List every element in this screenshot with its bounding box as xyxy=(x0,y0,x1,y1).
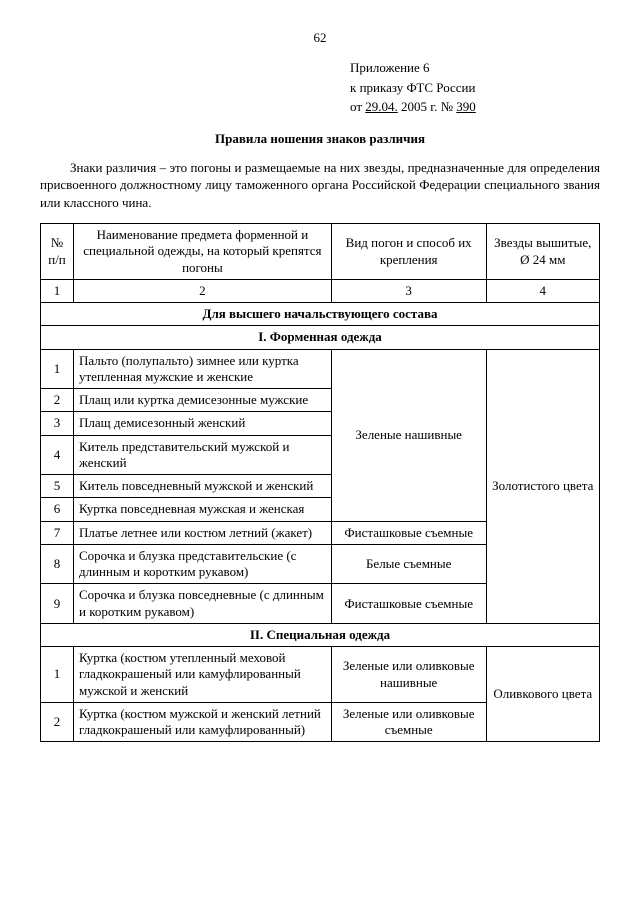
row-num: 8 xyxy=(41,544,74,584)
colnum-2: 2 xyxy=(74,279,332,302)
merge-type-green: Зеленые нашивные xyxy=(331,349,486,521)
row-num: 2 xyxy=(41,389,74,412)
section-2-label: II. Специальная одежда xyxy=(41,623,600,646)
table-row: 1 Куртка (костюм утепленный меховой глад… xyxy=(41,647,600,703)
appendix-line2: к приказу ФТС России xyxy=(350,80,475,95)
col-header-name: Наименование предмета форменной и специа… xyxy=(74,224,332,280)
colnum-3: 3 xyxy=(331,279,486,302)
colnum-1: 1 xyxy=(41,279,74,302)
row-text: Китель представительский мужской и женск… xyxy=(74,435,332,475)
intro-paragraph: Знаки различия – это погоны и размещаемы… xyxy=(40,159,600,212)
table-header-row: № п/п Наименование предмета форменной и … xyxy=(41,224,600,280)
section-2: II. Специальная одежда xyxy=(41,623,600,646)
row-text: Куртка повседневная мужская и женская xyxy=(74,498,332,521)
row-type: Белые съемные xyxy=(331,544,486,584)
section-1: I. Форменная одежда xyxy=(41,326,600,349)
table-row: 1 Пальто (полупальто) зимнее или куртка … xyxy=(41,349,600,389)
appendix-block: Приложение 6 к приказу ФТС России от 29.… xyxy=(350,58,600,117)
row-text: Китель повседневный мужской и женский xyxy=(74,475,332,498)
appendix-num: 390 xyxy=(456,99,476,114)
col-header-stars: Звезды вышитые, Ø 24 мм xyxy=(486,224,599,280)
col-header-type: Вид погон и способ их крепления xyxy=(331,224,486,280)
row-text: Плащ или куртка демисезонные мужские xyxy=(74,389,332,412)
doc-title: Правила ношения знаков различия xyxy=(40,131,600,147)
row-text: Сорочка и блузка представительские (с дл… xyxy=(74,544,332,584)
row-type: Фисташковые съемные xyxy=(331,584,486,624)
row-text: Куртка (костюм мужской и женский летний … xyxy=(74,702,332,742)
row-type: Фисташковые съемные xyxy=(331,521,486,544)
row-text: Пальто (полупальто) зимнее или куртка ут… xyxy=(74,349,332,389)
row-num: 1 xyxy=(41,647,74,703)
appendix-line1: Приложение 6 xyxy=(350,60,430,75)
merge-stars-gold: Золотистого цвета xyxy=(486,349,599,623)
row-num: 5 xyxy=(41,475,74,498)
table-colnum-row: 1 2 3 4 xyxy=(41,279,600,302)
col-header-num: № п/п xyxy=(41,224,74,280)
section-top: Для высшего начальствующего состава xyxy=(41,303,600,326)
page-number: 62 xyxy=(40,30,600,46)
row-num: 7 xyxy=(41,521,74,544)
row-type: Зеленые или оливковые нашивные xyxy=(331,647,486,703)
row-num: 6 xyxy=(41,498,74,521)
row-text: Сорочка и блузка повседневные (с длинным… xyxy=(74,584,332,624)
colnum-4: 4 xyxy=(486,279,599,302)
section-1-label: I. Форменная одежда xyxy=(41,326,600,349)
appendix-year: 2005 г. № xyxy=(398,99,457,114)
row-num: 2 xyxy=(41,702,74,742)
insignia-table: № п/п Наименование предмета форменной и … xyxy=(40,223,600,742)
row-text: Плащ демисезонный женский xyxy=(74,412,332,435)
appendix-date: 29.04. xyxy=(365,99,398,114)
section-top-label: Для высшего начальствующего состава xyxy=(41,303,600,326)
row-text: Платье летнее или костюм летний (жакет) xyxy=(74,521,332,544)
row-num: 1 xyxy=(41,349,74,389)
row-type: Зеленые или оливковые съемные xyxy=(331,702,486,742)
merge-stars-olive: Оливкового цвета xyxy=(486,647,599,742)
row-num: 9 xyxy=(41,584,74,624)
row-num: 3 xyxy=(41,412,74,435)
row-text: Куртка (костюм утепленный меховой гладко… xyxy=(74,647,332,703)
appendix-line3-prefix: от xyxy=(350,99,365,114)
row-num: 4 xyxy=(41,435,74,475)
